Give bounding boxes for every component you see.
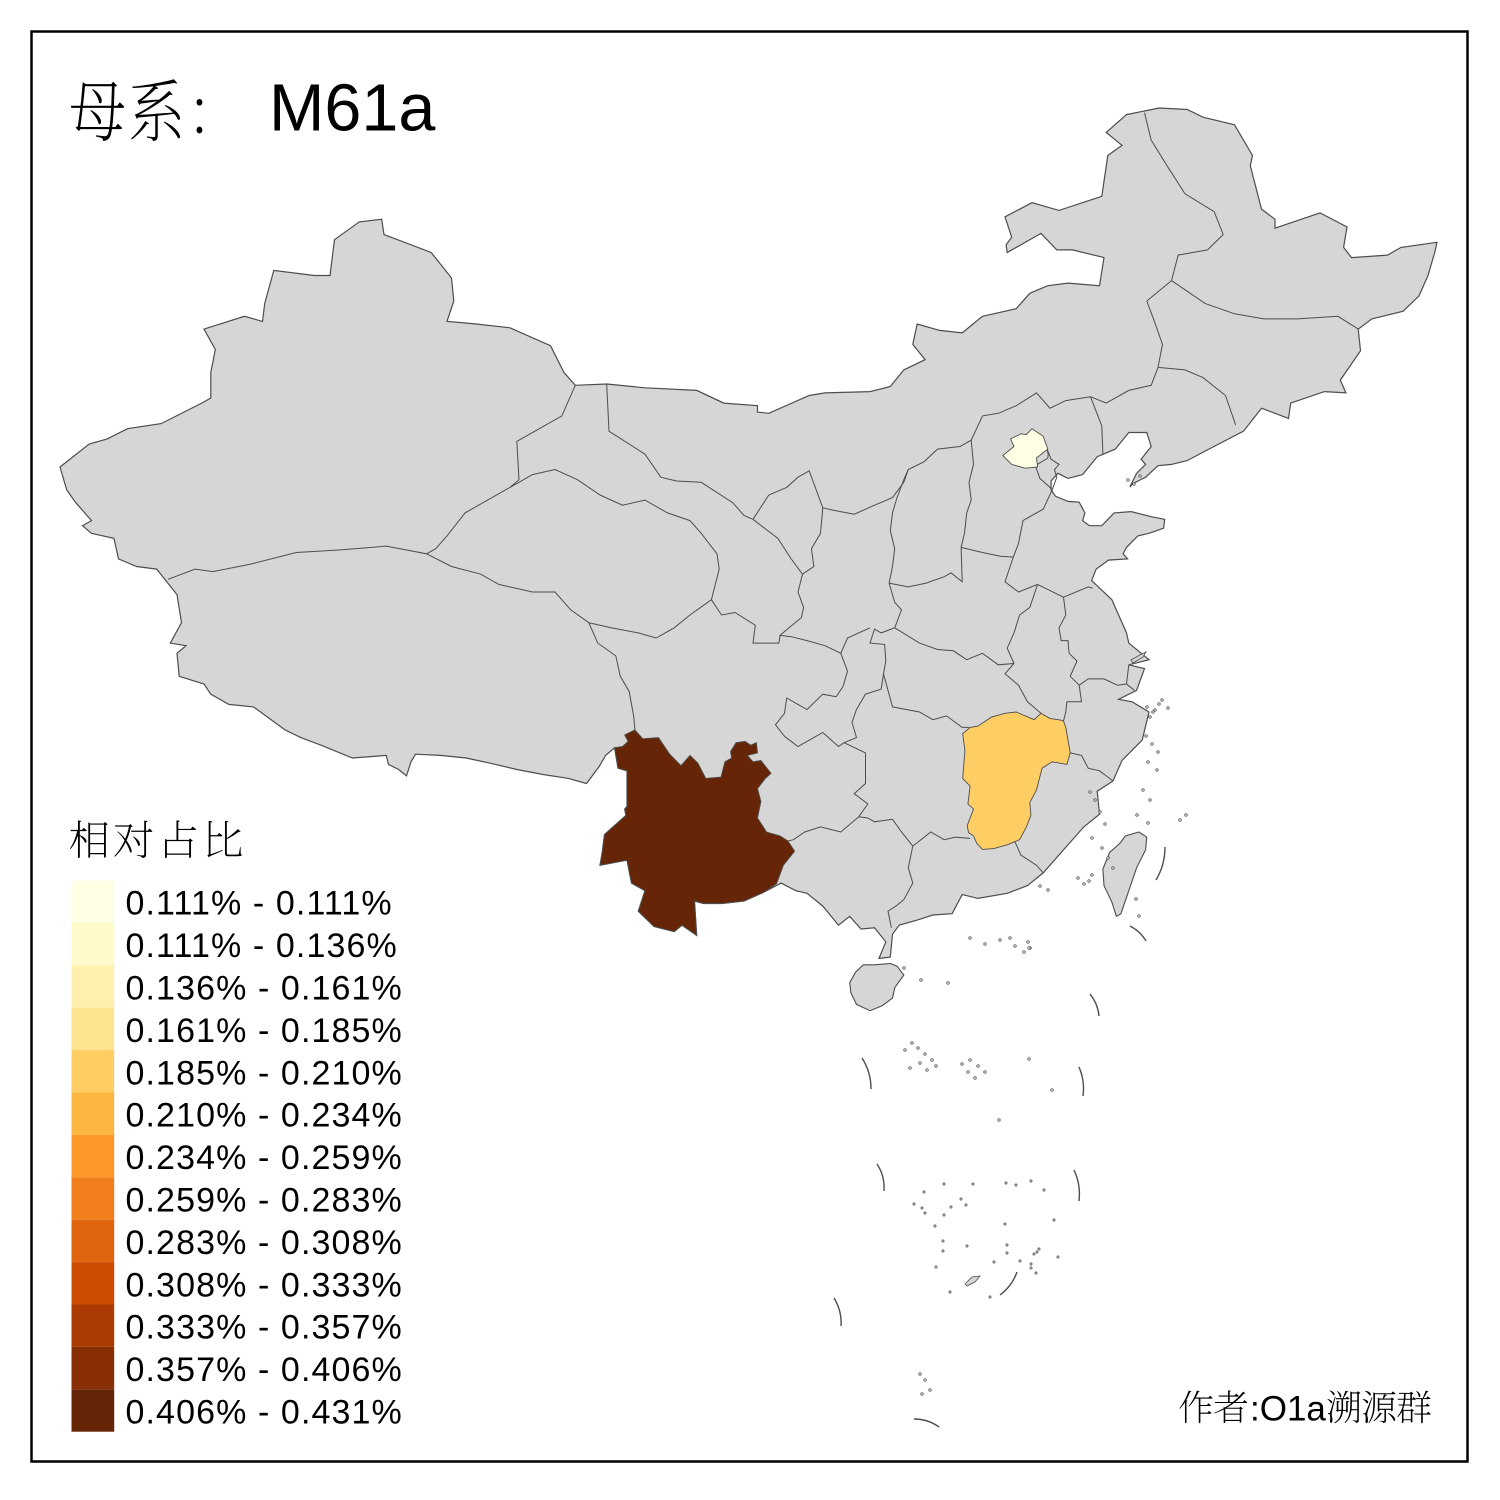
svg-text:0.210% - 0.234%: 0.210% - 0.234%	[126, 1097, 403, 1135]
svg-text:0.308% - 0.333%: 0.308% - 0.333%	[126, 1266, 403, 1304]
svg-text:0.111% - 0.111%: 0.111% - 0.111%	[126, 885, 393, 923]
svg-text:0.357% - 0.406%: 0.357% - 0.406%	[126, 1351, 403, 1389]
svg-text:0.185% - 0.210%: 0.185% - 0.210%	[126, 1054, 403, 1092]
svg-text:0.136% - 0.161%: 0.136% - 0.161%	[126, 970, 403, 1008]
svg-text:M61a: M61a	[269, 72, 435, 146]
svg-text:0.259% - 0.283%: 0.259% - 0.283%	[126, 1182, 403, 1220]
svg-text:0.406% - 0.431%: 0.406% - 0.431%	[126, 1394, 403, 1432]
svg-text::O1a: :O1a	[1250, 1390, 1326, 1429]
svg-text:0.283% - 0.308%: 0.283% - 0.308%	[126, 1224, 403, 1262]
svg-text:0.333% - 0.357%: 0.333% - 0.357%	[126, 1309, 403, 1347]
svg-text:0.161% - 0.185%: 0.161% - 0.185%	[126, 1012, 403, 1050]
svg-text:0.111% - 0.136%: 0.111% - 0.136%	[126, 927, 398, 965]
svg-text:0.234% - 0.259%: 0.234% - 0.259%	[126, 1139, 403, 1177]
